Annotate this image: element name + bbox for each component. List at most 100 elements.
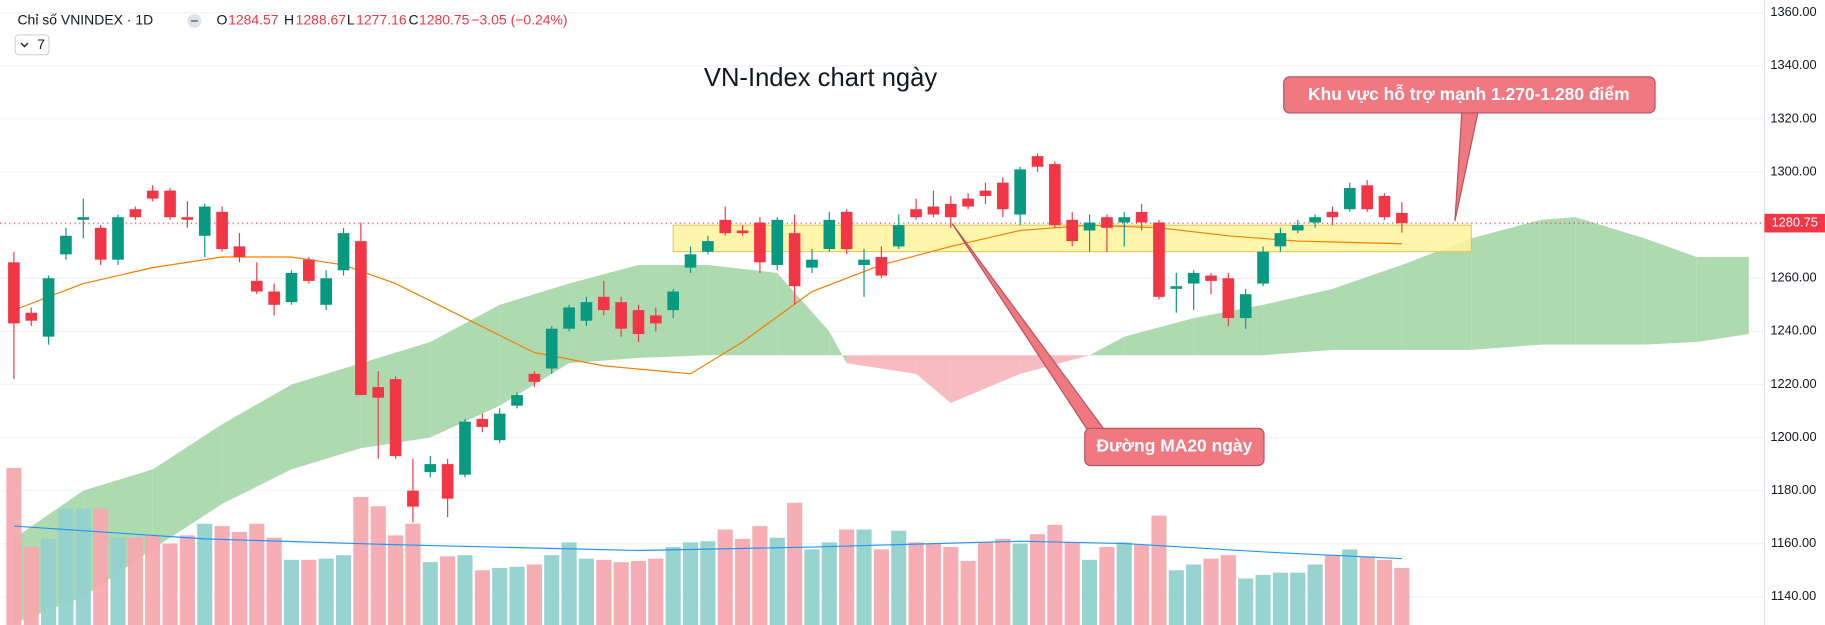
candle-body	[563, 307, 575, 329]
candle-body	[1274, 233, 1287, 247]
volume-bar	[596, 559, 612, 625]
volume-bar	[665, 547, 681, 625]
volume-bar	[995, 538, 1011, 625]
candle-body	[216, 211, 228, 250]
volume-bar	[1186, 564, 1202, 625]
cloud-segment	[846, 355, 917, 374]
candle-body	[146, 190, 159, 199]
candle-body	[1309, 217, 1321, 223]
candle-body	[476, 418, 489, 427]
volume-bar	[110, 537, 126, 625]
price-axis: 1140.00 1160.00 1180.00 1200.00 1220.00 1240.…	[1764, 4, 1825, 603]
candle-body	[1239, 294, 1252, 319]
candle-body	[250, 280, 263, 292]
volume-bar	[23, 547, 39, 625]
candle-body	[268, 291, 280, 305]
candle-body	[1153, 222, 1165, 297]
volume-bar	[1272, 572, 1288, 625]
candle-body	[459, 421, 471, 475]
candle-body	[112, 217, 124, 260]
candle-body	[1170, 286, 1183, 289]
callout-text: Đường MA20 ngày	[1096, 436, 1252, 456]
volume-bar	[1116, 542, 1132, 625]
close-value: 1280.75	[419, 12, 470, 28]
cloud-segment	[1332, 264, 1402, 350]
volume-bar	[58, 508, 74, 625]
volume-bar	[630, 560, 647, 625]
volume-bar	[75, 508, 91, 625]
candle-body	[60, 235, 72, 255]
candle-body	[1118, 217, 1131, 223]
candle-body	[875, 257, 888, 276]
volume-bar	[1238, 578, 1254, 625]
volume-bar	[1168, 570, 1184, 625]
volume-bar	[440, 556, 456, 625]
candle-body	[1291, 225, 1304, 231]
volume-bar	[752, 526, 768, 625]
volume-ma-line	[13, 525, 1402, 560]
volume-bar	[127, 537, 143, 625]
volume-bar	[353, 496, 369, 625]
volume-bar	[266, 537, 282, 625]
volume-bar	[1394, 567, 1410, 625]
volume-bar	[318, 558, 334, 625]
y-tick-label: 1240.00	[1770, 323, 1816, 338]
candle-body	[233, 246, 246, 258]
candle-body	[1083, 222, 1096, 231]
volume-bar	[769, 537, 785, 625]
volume-bar	[162, 543, 178, 625]
volume-bar	[6, 467, 22, 625]
candle-body	[441, 464, 454, 499]
candle-body	[303, 259, 315, 281]
volume-bar	[457, 555, 473, 625]
dropdown-box[interactable]	[14, 34, 50, 56]
volume-bar	[41, 538, 57, 625]
volume-bar	[370, 506, 386, 625]
cloud-segment	[1089, 336, 1125, 356]
volume-bar	[388, 535, 404, 625]
candle-body	[1066, 219, 1079, 242]
candle-body	[944, 203, 957, 218]
cloud-segment	[152, 424, 223, 550]
candle-body	[858, 259, 870, 265]
candle-body	[164, 190, 176, 218]
volume-bar	[405, 523, 421, 625]
callout-box	[1084, 427, 1265, 467]
volume-bar	[1359, 556, 1375, 625]
candle-body	[892, 225, 905, 247]
candle-body	[42, 278, 55, 337]
volume-bar	[1307, 564, 1323, 625]
candle-body	[1326, 211, 1339, 218]
high-label: H	[284, 12, 294, 28]
volume-bar	[1151, 515, 1167, 625]
interval-dropdown[interactable]: 7	[14, 34, 50, 56]
volume-bar	[1064, 542, 1080, 625]
volume-bar	[943, 547, 959, 625]
callout-text: Khu vực hỗ trợ mạnh 1.270-1.280 điểm	[1308, 83, 1630, 104]
volume-bar	[1290, 572, 1306, 625]
candle-body	[389, 379, 402, 457]
cloud-segment	[1401, 238, 1472, 350]
candle-body	[8, 262, 20, 324]
volume-bar	[1081, 559, 1098, 625]
high-value: 1288.67	[296, 12, 347, 28]
volume-bar	[197, 523, 213, 625]
candle-body	[1205, 275, 1217, 281]
volume-bar	[526, 564, 542, 625]
candle-body	[1343, 187, 1356, 210]
cloud-segment	[950, 355, 1021, 404]
candle-body	[702, 241, 714, 252]
last-price-label: 1280.75	[1772, 215, 1818, 230]
volume-bar	[1376, 559, 1393, 625]
volume-bar	[1029, 534, 1046, 625]
volume-bar	[839, 529, 855, 625]
y-tick-label: 1160.00	[1771, 535, 1816, 550]
candle-body	[580, 302, 593, 321]
candle-body	[736, 230, 749, 234]
volume-bar	[717, 529, 733, 625]
dropdown-value[interactable]: 7	[37, 36, 45, 52]
candle-body	[754, 222, 766, 263]
low-label: L	[347, 12, 355, 28]
volume-bar	[1134, 544, 1150, 625]
